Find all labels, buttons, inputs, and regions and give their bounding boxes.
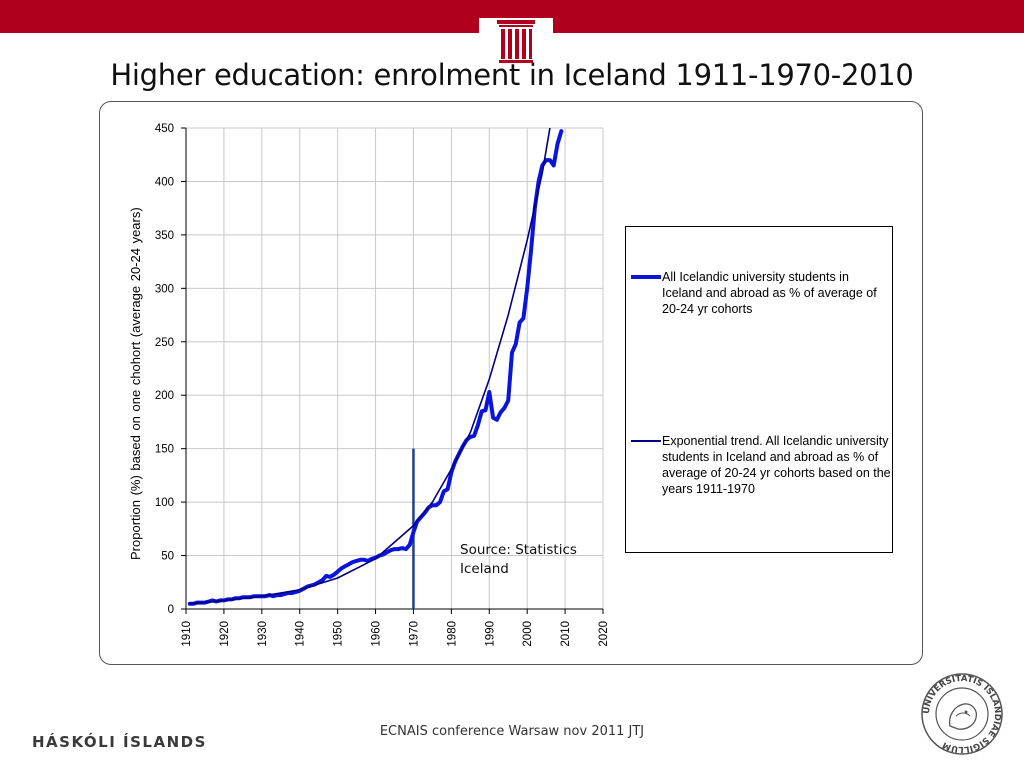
y-tick-label: 350	[155, 230, 174, 242]
x-tick-label: 1920	[219, 621, 231, 647]
y-tick-label: 300	[155, 283, 174, 295]
slide-title: Higher education: enrolment in Iceland 1…	[110, 58, 914, 92]
x-tick-label: 1980	[446, 621, 458, 647]
university-seal-icon: UNIVERSITATIS ISLANDIAE SIGILLUM	[921, 673, 1003, 755]
y-tick-label: 150	[155, 444, 174, 456]
x-tick-label: 1950	[333, 621, 345, 647]
x-tick-label: 1930	[257, 621, 269, 647]
chart-legend: All Icelandic university students in Ice…	[625, 226, 893, 553]
x-tick-label: 1910	[181, 621, 193, 647]
y-tick-label: 250	[155, 337, 174, 349]
legend-swatch-trend	[631, 440, 661, 442]
x-tick-label: 1990	[484, 621, 496, 647]
y-tick-label: 50	[161, 551, 174, 563]
x-tick-label: 1960	[371, 621, 383, 647]
x-tick-label: 2010	[560, 621, 572, 647]
footer-caption: ECNAIS conference Warsaw nov 2011 JTJ	[379, 724, 645, 739]
y-tick-label: 200	[155, 390, 174, 402]
x-tick-label: 2020	[598, 621, 610, 647]
series-line-trend	[189, 128, 551, 605]
source-annotation: Source: Statistics Iceland	[460, 542, 577, 577]
y-tick-label: 100	[155, 497, 174, 509]
y-axis-label: Proportion (%) based on one chohort (ave…	[128, 207, 143, 560]
legend-label-trend: Exponential trend. All Icelandic univers…	[662, 434, 891, 496]
x-tick-label: 1970	[408, 621, 420, 647]
legend-swatch-actual	[631, 275, 661, 279]
x-tick-label: 1940	[295, 621, 307, 647]
legend-label-actual: All Icelandic university students in Ice…	[662, 270, 877, 316]
x-tick-label: 2000	[522, 621, 534, 647]
university-wordmark: HÁSKÓLI ÍSLANDS	[32, 733, 207, 751]
university-logo	[479, 18, 553, 76]
temple-columns-icon	[497, 20, 535, 63]
y-tick-label: 400	[155, 176, 174, 188]
y-tick-label: 450	[155, 123, 174, 135]
y-tick-label: 0	[168, 604, 174, 616]
